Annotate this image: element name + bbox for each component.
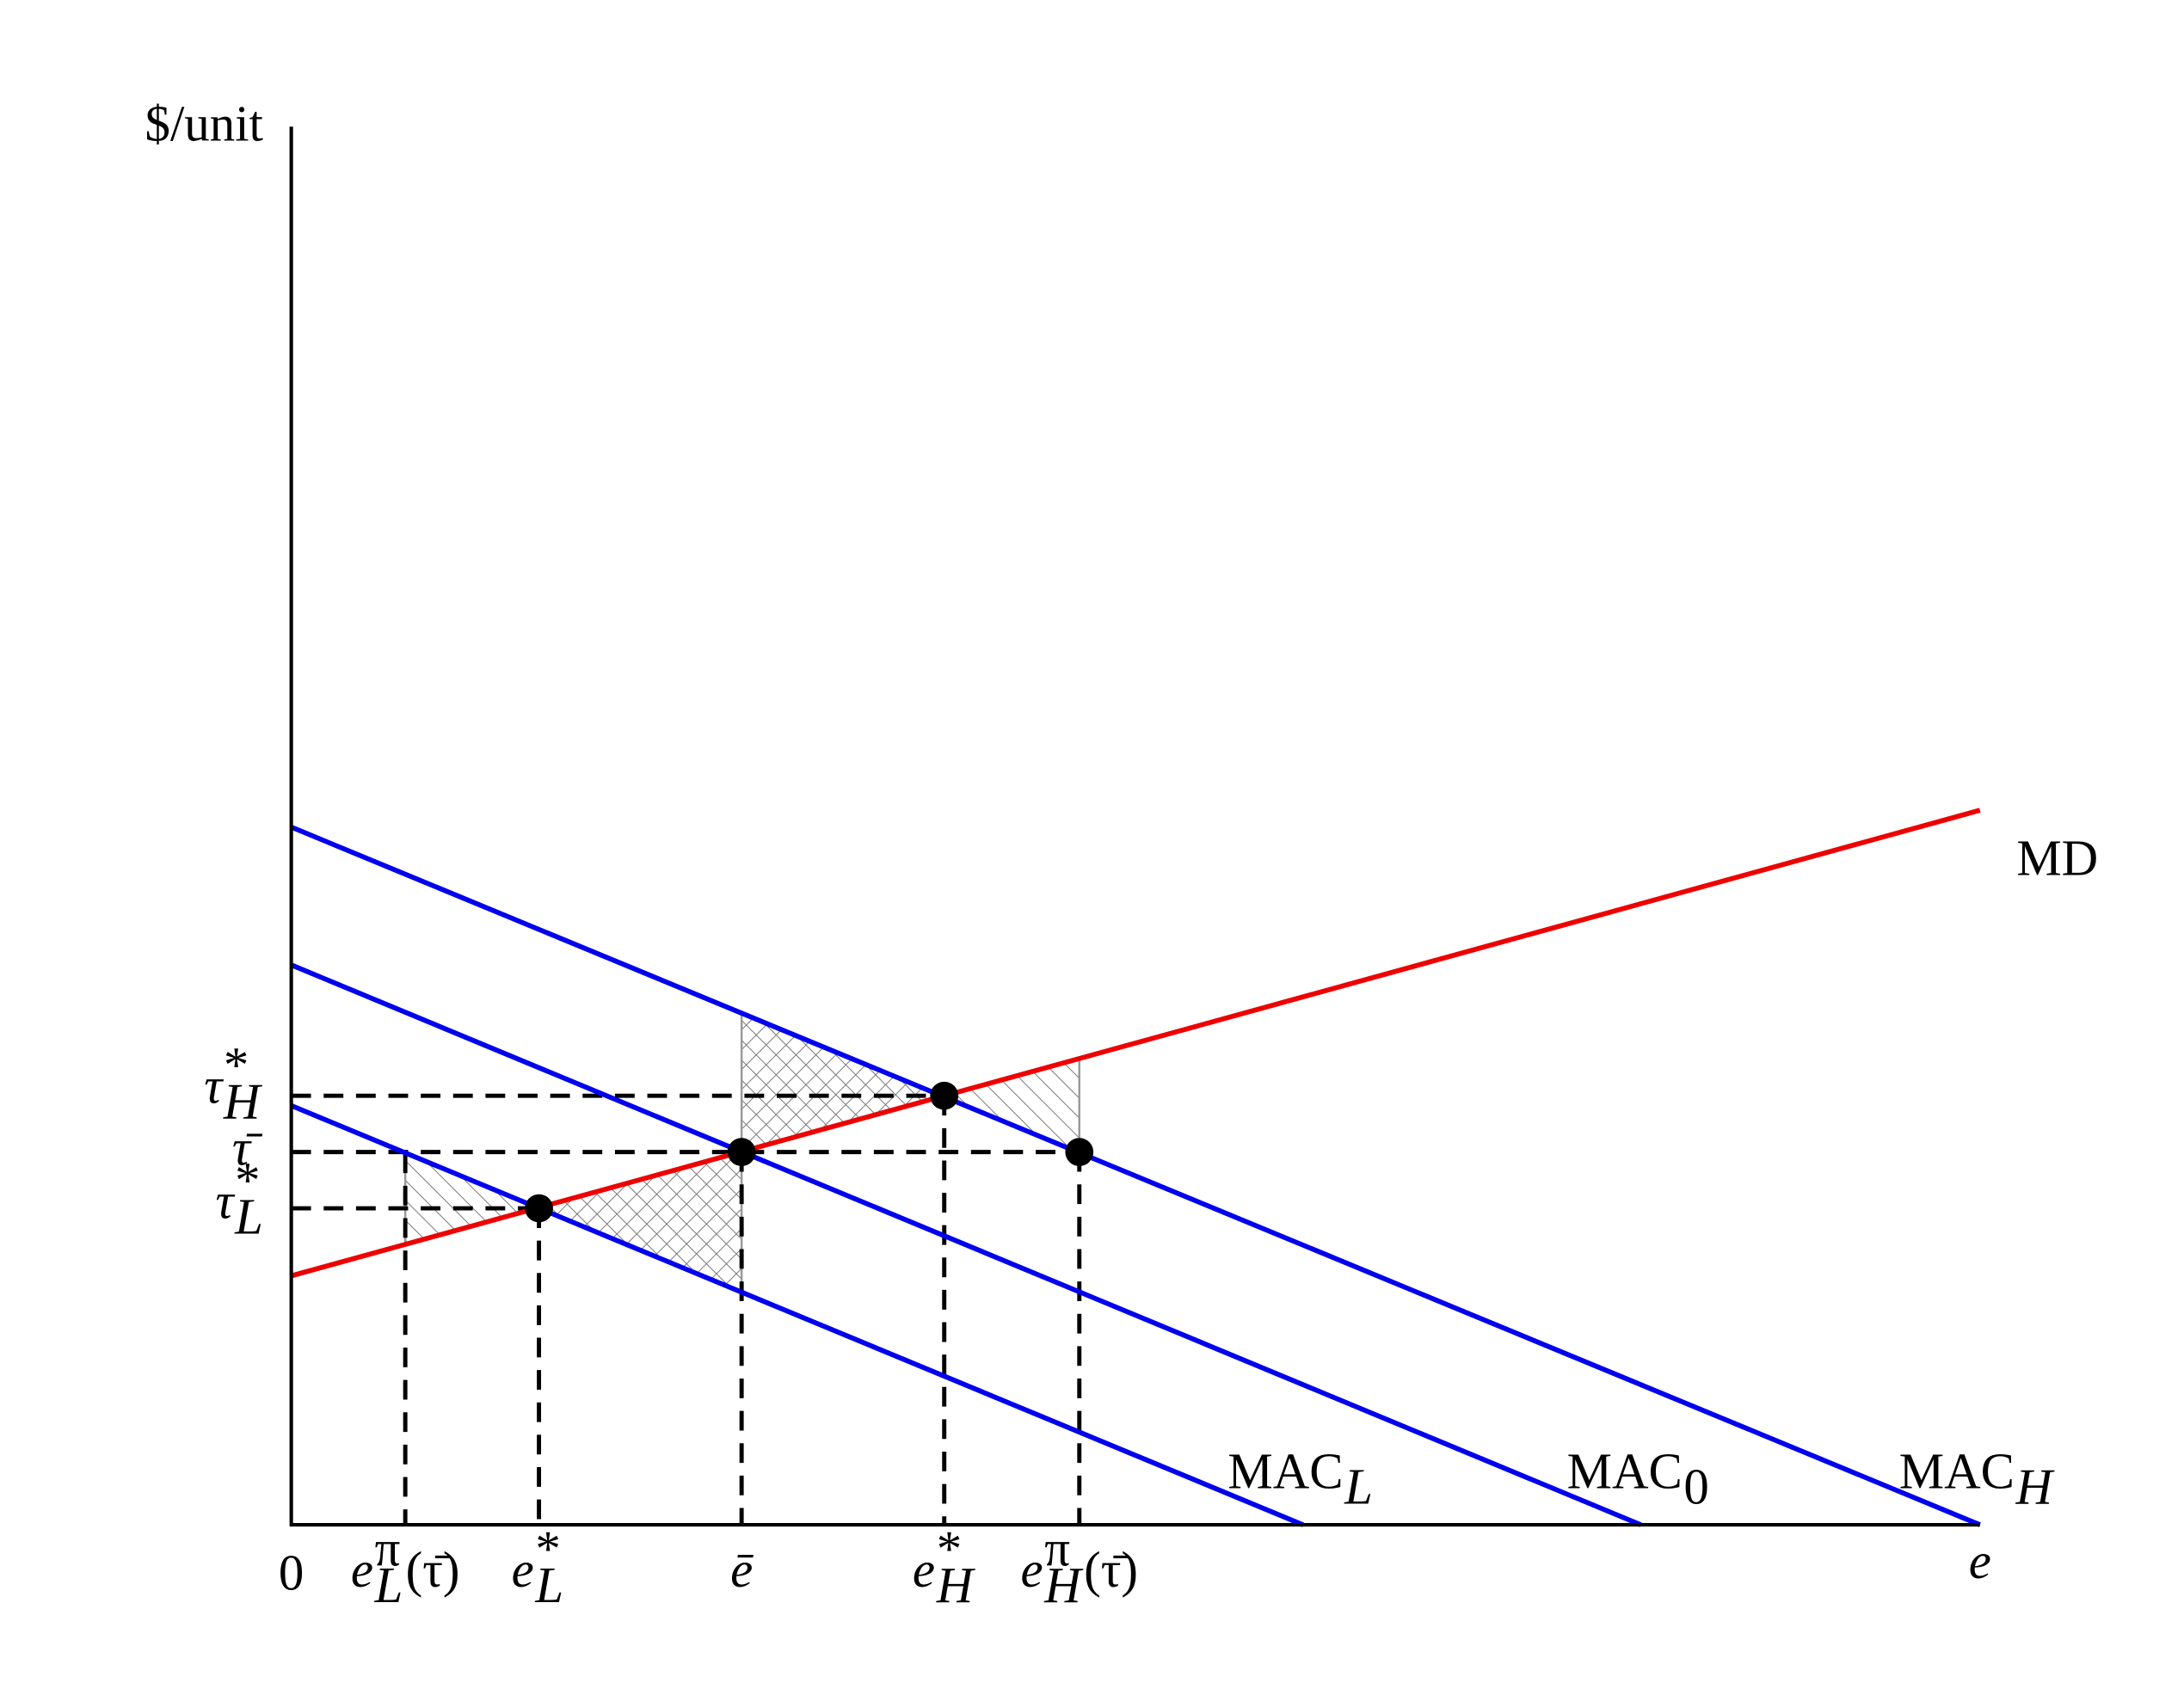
curve-label-sub: 0 [1683,1459,1708,1515]
y-tick-label: τ *L [215,1152,262,1245]
equilibrium-point [1065,1138,1094,1166]
y-tick-label-base: τ [215,1174,235,1230]
x-tick-label-sup: π [1044,1521,1070,1577]
curve-label: MAC 0 [1567,1444,1709,1515]
x-tick-label-base: e [913,1542,935,1598]
curve-label-sub: H [2015,1459,2056,1515]
curve-label-base: MAC [1899,1444,2015,1500]
curve-label: MD [2016,830,2098,886]
x-tick-label: e *L [512,1521,564,1614]
curves [290,808,1981,1527]
x-tick-label-sub: L [534,1557,563,1613]
x-tick-label-tail: (τ̄) [406,1542,460,1598]
x-tick-label: e *H [913,1521,976,1614]
equilibrium-point [727,1138,756,1166]
x-tick-label-base: e [351,1542,373,1598]
md-line [290,808,1981,1279]
x-axis-label: e [1969,1533,1991,1589]
curve-label: MAC H [1899,1444,2056,1515]
dashed-guides [291,1093,1082,1526]
curve-label-base: MD [2016,830,2098,886]
y-tick-label-sub: H [223,1073,263,1129]
x-tick-label-sub: H [936,1557,976,1613]
origin-label: 0 [279,1545,304,1600]
points [525,1081,1094,1223]
x-tick-label: e πL (τ̄) [351,1521,460,1614]
y-tick-label-base: τ [204,1058,224,1114]
y-tick-label-sup: * [224,1037,249,1093]
mac-0-line [290,962,1642,1527]
y-axis-label: $/unit [145,96,264,152]
x-tick-label-sup: π [375,1521,401,1577]
equilibrium-point [525,1194,553,1223]
curve-label: MAC L [1227,1444,1373,1515]
y-tick-label: τ *H [204,1037,263,1130]
curve-label-sub: L [1344,1459,1373,1515]
x-tick-label-base: e [512,1542,534,1598]
y-tick-label-sup: * [235,1152,260,1208]
x-tick-label-tail: (τ̄) [1084,1542,1138,1598]
x-tick-label: ē [730,1542,754,1598]
x-tick-label-sup: * [937,1521,962,1577]
x-tick-label-sup: * [535,1521,560,1577]
x-tick-label-sub: L [374,1557,403,1613]
x-tick-label-sub: H [1043,1557,1084,1613]
mac-l-line [290,1103,1304,1527]
equilibrium-point [930,1081,959,1110]
curve-label-base: MAC [1227,1444,1343,1500]
hatched-areas [403,1010,1081,1293]
x-tick-label: e πH (τ̄) [1021,1521,1138,1614]
x-tick-label-base: ē [730,1542,754,1598]
mac-h-line [290,825,1981,1527]
x-tick-label-base: e [1021,1542,1043,1598]
curve-label-base: MAC [1567,1444,1683,1500]
axes [289,126,1980,1527]
y-tick-label-sub: L [234,1188,263,1244]
